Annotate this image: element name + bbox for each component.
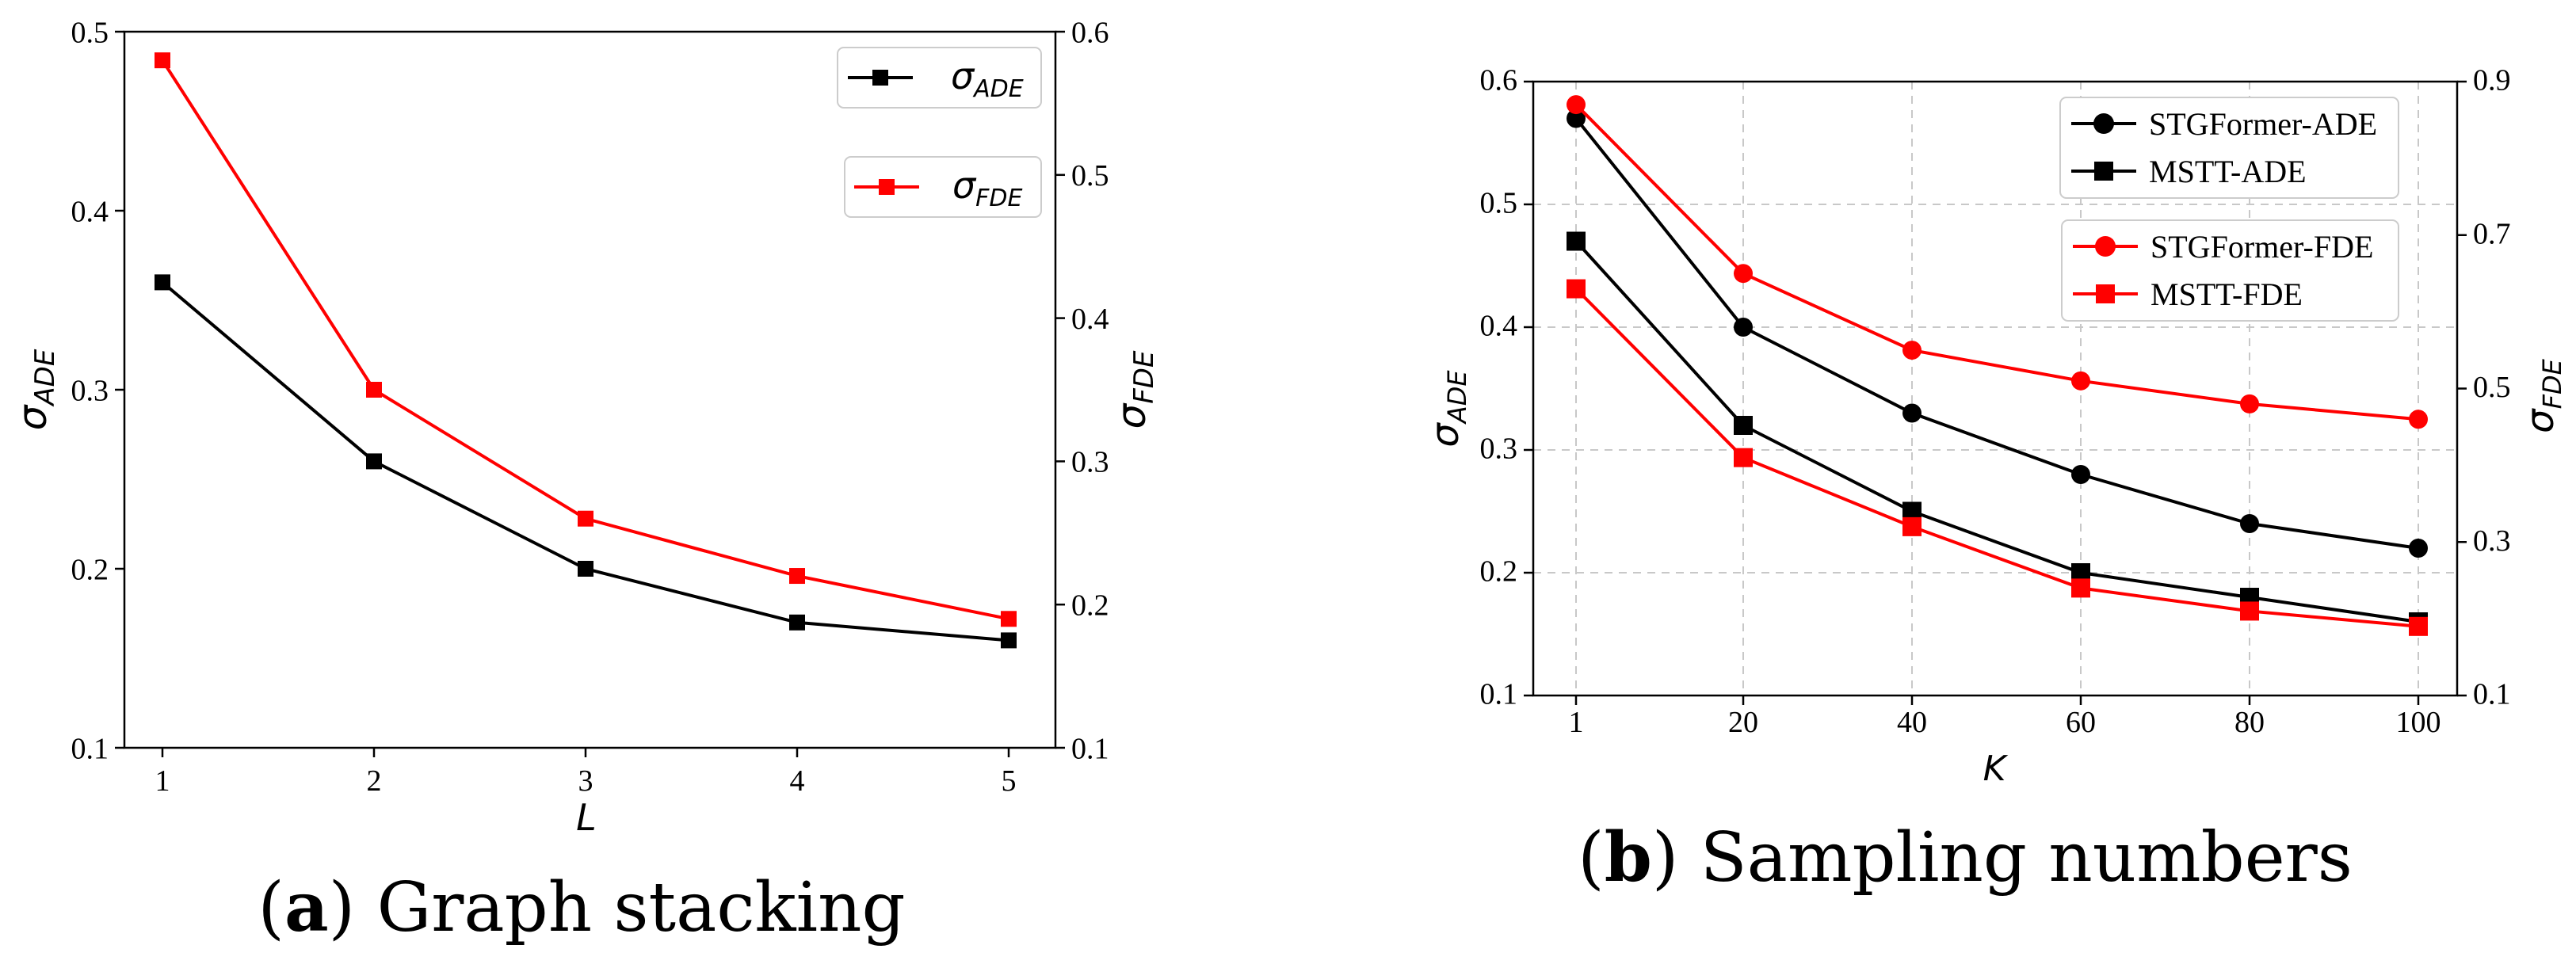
data-point--ade bbox=[1001, 632, 1017, 649]
data-point-stgformer-fde bbox=[2240, 394, 2259, 413]
data-point-mstt-fde bbox=[2409, 616, 2428, 636]
y-left-tick-label: 0.2 bbox=[1480, 555, 1518, 589]
y-left-axis-label-b: σADE bbox=[1423, 370, 1472, 448]
data-point--ade bbox=[155, 274, 170, 291]
caption-a: (a) Graph stacking bbox=[258, 867, 905, 947]
y-left-axis-label-a: σADE bbox=[10, 349, 61, 430]
legend-a-ade-label: σADE bbox=[951, 55, 1024, 103]
data-point-stgformer-fde bbox=[2409, 410, 2428, 429]
x-tick-label: 1 bbox=[1569, 706, 1584, 739]
y-right-tick-label: 0.4 bbox=[1071, 303, 1109, 336]
data-point-stgformer-fde bbox=[1567, 95, 1586, 115]
y-right-tick-label: 0.1 bbox=[1071, 732, 1109, 765]
y-left-tick-label: 0.3 bbox=[71, 374, 109, 407]
legend-b-ade: STGFormer-ADE MSTT-ADE bbox=[2059, 97, 2399, 199]
y-left-tick-label: 0.3 bbox=[1480, 433, 1518, 466]
y-right-tick-label: 0.2 bbox=[1071, 589, 1109, 623]
data-point--ade bbox=[789, 614, 805, 631]
legend-b-stgformer-fde: STGFormer-FDE bbox=[2150, 229, 2373, 265]
y-left-tick-label: 0.5 bbox=[1480, 187, 1518, 220]
y-right-tick-label: 0.9 bbox=[2473, 64, 2511, 97]
y-left-tick-label: 0.4 bbox=[1480, 310, 1518, 343]
data-point--fde bbox=[789, 568, 805, 585]
legend-b-fde: STGFormer-FDE MSTT-FDE bbox=[2061, 219, 2399, 322]
data-point-mstt-ade bbox=[1734, 416, 1753, 435]
series-line-mstt-ade bbox=[1574, 240, 2419, 623]
data-point-mstt-fde bbox=[2240, 601, 2259, 621]
data-point-stgformer-ade bbox=[1734, 318, 1753, 337]
x-tick-label: 2 bbox=[367, 764, 382, 798]
y-left-tick-label: 0.4 bbox=[71, 195, 109, 228]
x-tick-label: 20 bbox=[1728, 706, 1758, 739]
caption-b: (b) Sampling numbers bbox=[1578, 817, 2353, 897]
x-tick-label: 4 bbox=[790, 764, 805, 798]
plot-frame-a bbox=[123, 30, 1057, 749]
y-left-tick-label: 0.2 bbox=[71, 553, 109, 586]
data-point-stgformer-fde bbox=[1902, 341, 1922, 360]
legend-b-stgformer-ade: STGFormer-ADE bbox=[2149, 106, 2377, 142]
y-right-axis-label-b: σFDE bbox=[2518, 358, 2567, 433]
y-left-tick-label: 0.5 bbox=[71, 16, 109, 49]
y-left-tick-label: 0.6 bbox=[1480, 64, 1518, 97]
data-point-stgformer-ade bbox=[2409, 539, 2428, 558]
x-axis-label-a: L bbox=[576, 796, 597, 839]
data-point-mstt-fde bbox=[2071, 578, 2090, 598]
y-right-tick-label: 0.7 bbox=[2473, 217, 2511, 250]
data-point--ade bbox=[578, 561, 593, 577]
x-tick-label: 100 bbox=[2396, 706, 2441, 739]
x-axis-label-b: K bbox=[1983, 749, 2009, 789]
data-point-stgformer-ade bbox=[2240, 514, 2259, 533]
legend-b-mstt-ade: MSTT-ADE bbox=[2149, 154, 2307, 189]
series-line-mstt-fde bbox=[1574, 288, 2419, 628]
series-line-stgformer-ade bbox=[1574, 117, 2419, 550]
data-point-mstt-fde bbox=[1902, 516, 1922, 536]
legend-a-fde: σFDE bbox=[844, 156, 1042, 218]
y-right-tick-label: 0.5 bbox=[1071, 159, 1109, 192]
x-tick-label: 5 bbox=[1002, 764, 1017, 798]
legend-a-ade: σADE bbox=[837, 47, 1042, 109]
y-left-tick-label: 0.1 bbox=[1480, 678, 1518, 711]
series-line--fde bbox=[161, 59, 1009, 621]
y-left-tick-label: 0.1 bbox=[71, 732, 109, 765]
x-tick-label: 40 bbox=[1897, 706, 1927, 739]
data-point-stgformer-fde bbox=[1734, 264, 1753, 284]
y-right-tick-label: 0.6 bbox=[1071, 16, 1109, 49]
series-line--ade bbox=[161, 280, 1009, 642]
x-tick-label: 60 bbox=[2066, 706, 2096, 739]
x-tick-label: 1 bbox=[155, 764, 170, 798]
data-point-stgformer-fde bbox=[2071, 371, 2090, 391]
series-line-stgformer-fde bbox=[1574, 103, 2419, 421]
chart-graph-stacking: 1 2 3 4 5 0.1 0.2 0.3 0.4 0.5 0.1 0.2 0.3 0.4 0.5 0.6… bbox=[10, 16, 1160, 947]
y-right-axis-label-a: σFDE bbox=[1109, 350, 1160, 429]
data-point--fde bbox=[578, 510, 593, 527]
data-point-stgformer-ade bbox=[2071, 465, 2090, 484]
data-point-stgformer-ade bbox=[1902, 403, 1922, 423]
x-tick-label: 80 bbox=[2234, 706, 2265, 739]
y-right-tick-label: 0.3 bbox=[1071, 446, 1109, 479]
data-point-stgformer-ade bbox=[1567, 109, 1586, 128]
data-point--ade bbox=[366, 453, 382, 470]
x-tick-label: 3 bbox=[578, 764, 593, 798]
y-right-tick-label: 0.5 bbox=[2473, 371, 2511, 404]
legend-b-mstt-fde: MSTT-FDE bbox=[2150, 276, 2303, 312]
y-right-tick-label: 0.3 bbox=[2473, 524, 2511, 558]
data-point-mstt-ade bbox=[1567, 231, 1586, 251]
data-point--fde bbox=[366, 382, 382, 398]
data-point--fde bbox=[155, 52, 170, 69]
data-point-mstt-fde bbox=[1567, 279, 1586, 299]
y-right-tick-label: 0.1 bbox=[2473, 678, 2511, 711]
data-point--fde bbox=[1001, 611, 1017, 627]
data-point-mstt-fde bbox=[1734, 448, 1753, 467]
chart-sampling-numbers: 1 20 40 60 80 100 0.1 0.2 0.3 0.4 0.5 0.6 0.1 0.3 0.… bbox=[1423, 64, 2567, 898]
legend-a-fde-label: σFDE bbox=[952, 164, 1023, 212]
